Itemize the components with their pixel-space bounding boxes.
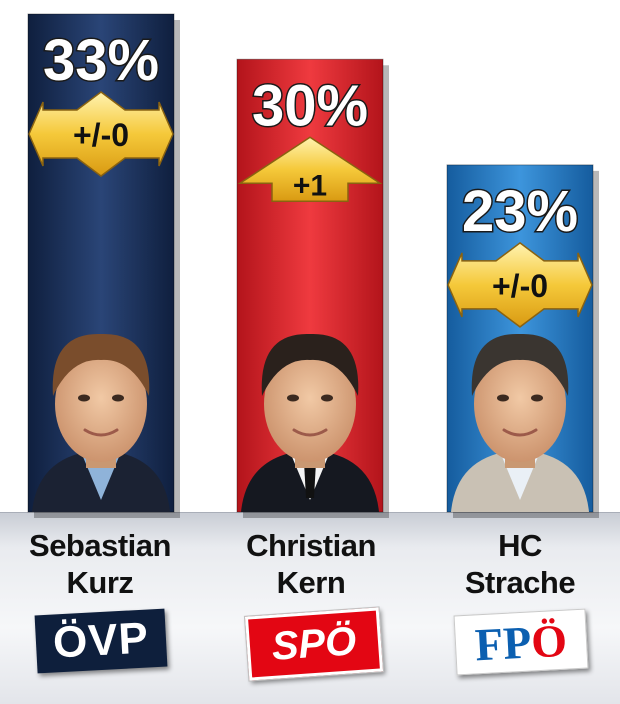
candidate-name-kurz: Sebastian Kurz xyxy=(10,527,190,601)
fpo-party-logo: FP Ö xyxy=(453,608,589,676)
change-arrow-kurz xyxy=(28,91,174,177)
change-arrow-kern xyxy=(237,136,383,203)
change-label-kern: +1 xyxy=(293,169,327,202)
party-logo-text: ÖVP xyxy=(51,613,151,668)
candidate-last-name: Kern xyxy=(276,565,346,600)
percent-label-kern: 30% xyxy=(252,73,368,138)
percent-label-kurz: 33% xyxy=(43,28,159,93)
candidate-last-name: Strache xyxy=(464,565,576,600)
candidate-first-name: Sebastian xyxy=(29,528,171,563)
change-arrow-strache xyxy=(447,241,593,328)
candidate-name-strache: HC Strache xyxy=(430,527,610,601)
candidate-portrait-strache xyxy=(451,333,589,512)
candidate-portrait-kern xyxy=(241,333,379,512)
party-logo-text: SPÖ xyxy=(270,618,358,669)
spo-party-logo: SPÖ xyxy=(243,606,385,682)
change-label-strache: +/-0 xyxy=(492,268,548,304)
candidate-first-name: HC xyxy=(498,528,542,563)
ovp-party-logo: ÖVP xyxy=(34,608,168,674)
candidate-portrait-kurz xyxy=(32,333,170,512)
candidate-first-name: Christian xyxy=(246,528,376,563)
candidate-name-kern: Christian Kern xyxy=(221,527,401,601)
percent-label-strache: 23% xyxy=(462,179,578,244)
change-label-kurz: +/-0 xyxy=(73,117,129,153)
party-logo-text-o: Ö xyxy=(529,614,569,667)
party-logo-text: FP xyxy=(473,616,533,670)
candidate-last-name: Kurz xyxy=(66,565,134,600)
